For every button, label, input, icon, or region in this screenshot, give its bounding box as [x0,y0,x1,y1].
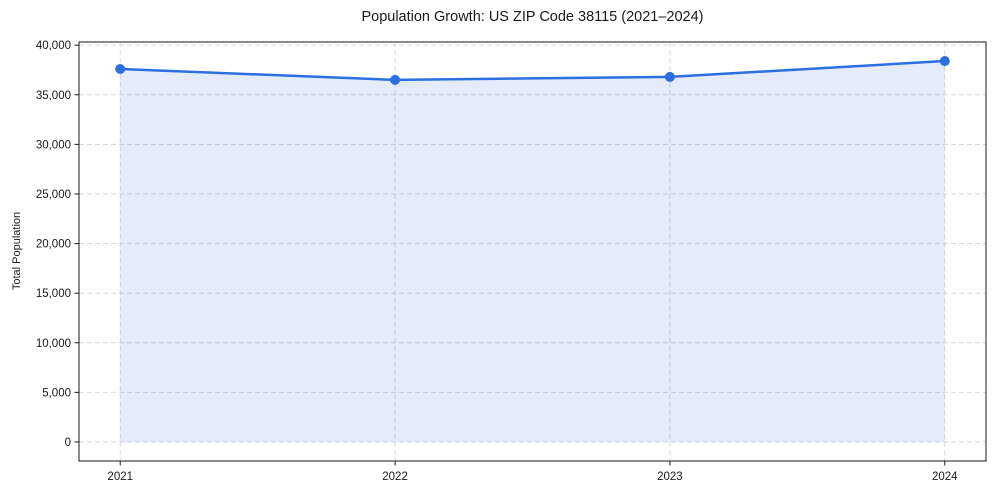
y-tick-label: 20,000 [36,239,71,251]
y-tick-label: 30,000 [36,139,71,151]
y-tick-label: 40,000 [36,40,71,52]
plot-frame [78,41,987,462]
data-point [390,74,401,85]
data-point [115,63,126,74]
y-tick-label: 5,000 [42,387,71,399]
y-tick-label: 25,000 [36,189,71,201]
x-tick-label: 2022 [382,471,408,483]
data-point [939,56,950,67]
x-tick-label: 2021 [107,471,133,483]
x-tick-label: 2024 [932,471,958,483]
chart-title: Population Growth: US ZIP Code 38115 (20… [361,9,704,25]
y-tick-label: 35,000 [36,90,71,102]
y-tick-label: 0 [65,437,71,449]
y-tick-label: 15,000 [36,288,71,300]
x-tick-label: 2023 [657,471,683,483]
y-tick-label: 10,000 [36,338,71,350]
series-line [118,59,947,82]
area-fill [120,61,945,442]
data-point [664,71,675,82]
